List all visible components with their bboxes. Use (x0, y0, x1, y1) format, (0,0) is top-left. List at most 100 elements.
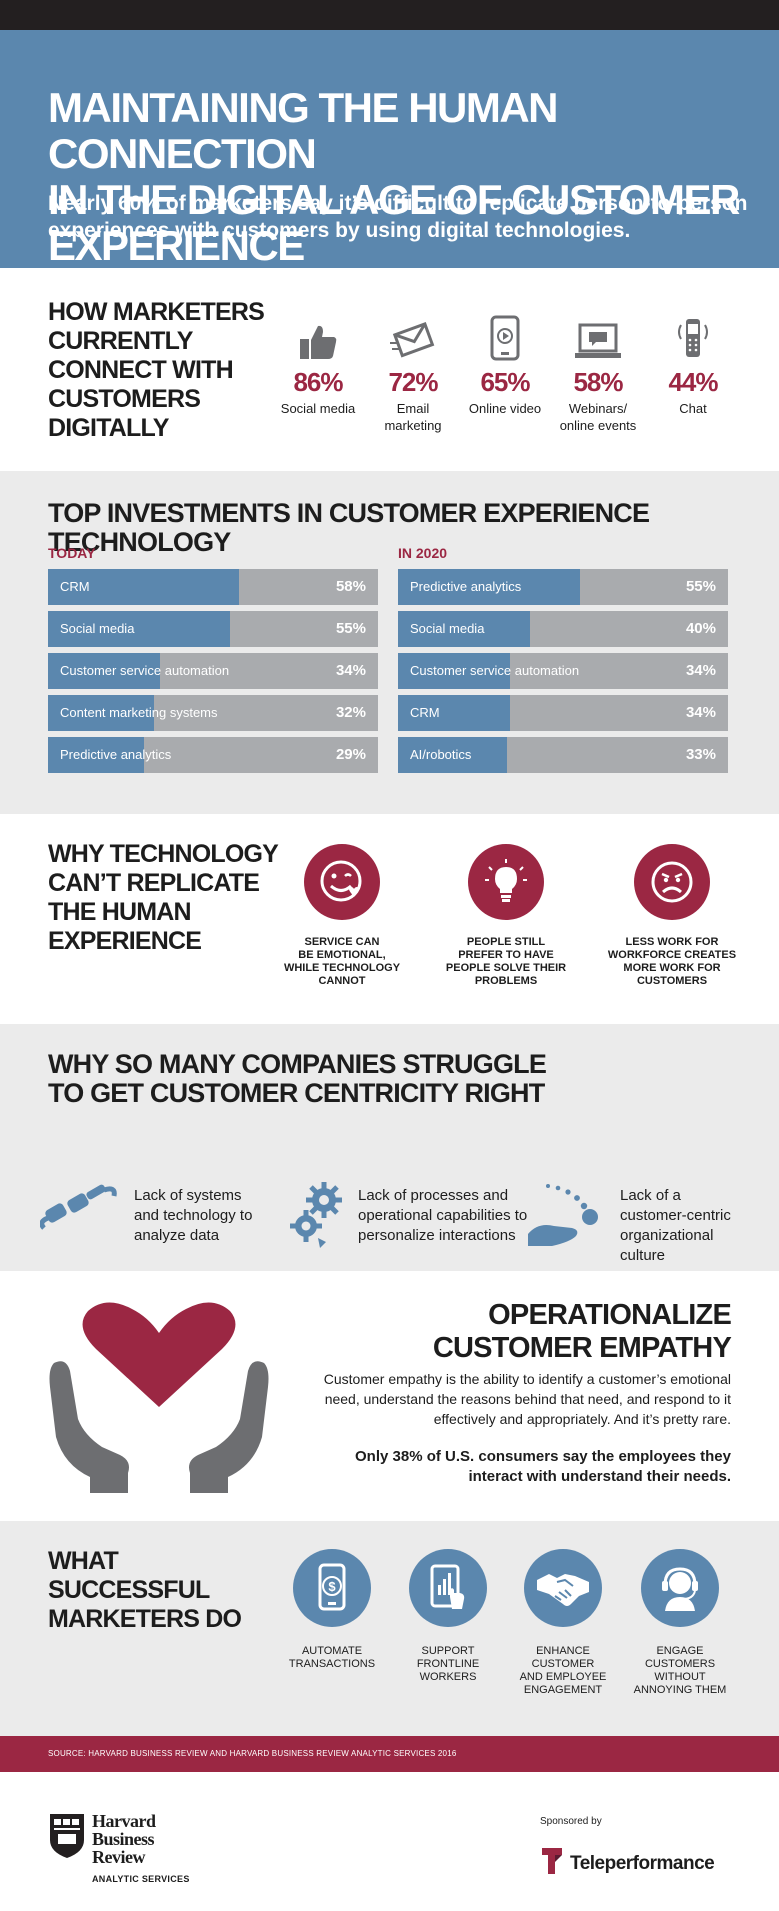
hbr-name-line: Harvard (92, 1811, 156, 1831)
investment-bar-label: CRM (410, 705, 440, 720)
action-line: SUPPORT (421, 1645, 475, 1657)
investment-bar-fill (48, 653, 161, 689)
investment-bar: Social media 40% (398, 611, 728, 647)
action-line: WITHOUT (654, 1671, 706, 1683)
investment-bar-value: 34% (685, 662, 716, 679)
channel-pct: 58% (573, 367, 623, 397)
investment-bar-label: Predictive analytics (410, 579, 522, 594)
struggle-section: WHY SO MANY COMPANIES STRUGGLE TO GET CU… (0, 1024, 779, 1271)
phone-chat-icon (643, 313, 743, 361)
success-heading: WHAT SUCCESSFUL MARKETERS DO (48, 1547, 242, 1633)
title-line-2: IN THE DIGITAL AGE OF CUSTOMER EXPERIENC… (48, 176, 740, 269)
investment-bar-value: 58% (335, 578, 366, 595)
reason-line: SERVICE CAN (304, 936, 380, 948)
investment-bar-fill (48, 569, 240, 605)
footer: Harvard Business Review ANALYTIC SERVICES … (0, 1772, 779, 1911)
investment-bar-fill (48, 611, 230, 647)
action-line: CUSTOMERS (644, 1658, 716, 1670)
title-line-1: MAINTAINING THE HUMAN CONNECTION (48, 84, 559, 177)
gears-icon (286, 1178, 350, 1259)
empathy-section: OPERATIONALIZE CUSTOMER EMPATHY Customer… (0, 1271, 779, 1521)
channel-label-line: marketing (384, 418, 442, 433)
thumbs-up-icon (268, 313, 368, 361)
page-subtitle: Nearly 60% of marketers say it’s difficu… (48, 192, 748, 242)
action-text: SUPPORT FRONTLINE WORKERS (388, 1645, 508, 1684)
channel-label-line: Online video (468, 401, 542, 416)
success-section: WHAT SUCCESSFUL MARKETERS DO $ AUTOMATE T… (0, 1521, 779, 1736)
handshake-icon (524, 1549, 602, 1627)
investment-bar-value: 34% (335, 662, 366, 679)
investment-bar: Predictive analytics 55% (398, 569, 728, 605)
investment-bar: CRM 34% (398, 695, 728, 731)
action-line: ENHANCE (536, 1645, 590, 1657)
reason-line: MORE WORK FOR (623, 962, 721, 974)
empathy-heading-line: CUSTOMER EMPATHY (432, 1332, 732, 1364)
channel-label: Social media (268, 400, 368, 417)
investment-bar-value: 55% (335, 620, 366, 637)
reason-line: LESS WORK FOR (625, 936, 719, 948)
connect-section: HOW MARKETERS CURRENTLY CONNECT WITH CUS… (0, 268, 779, 471)
investment-bar: Customer service automation 34% (398, 653, 728, 689)
investment-bar-value: 32% (335, 704, 366, 721)
struggle-line: Lack of systems (134, 1187, 242, 1204)
struggle-text: Lack of a customer-centric organizational c… (620, 1186, 770, 1266)
connect-heading: HOW MARKETERS CURRENTLY CONNECT WITH CUS… (48, 298, 265, 442)
action-line: ENGAGE (656, 1645, 704, 1657)
investment-bar-value: 40% (685, 620, 716, 637)
sponsor-name: Teleperformance (570, 1852, 715, 1874)
investment-bar: AI/robotics 33% (398, 737, 728, 773)
hbr-name-line: Review (92, 1847, 145, 1867)
why-technology-heading: WHY TECHNOLOGY CAN’T REPLICATE THE HUMAN… (48, 840, 278, 955)
struggle-text: Lack of systems and technology to analyze … (134, 1186, 334, 1246)
envelope-icon (363, 313, 463, 361)
action-line: ANNOYING THEM (633, 1684, 727, 1696)
investment-bar-fill (398, 695, 511, 731)
investment-bar-fill (398, 569, 580, 605)
action-line: AND EMPLOYEE (519, 1671, 607, 1683)
action-text: AUTOMATE TRANSACTIONS (272, 1645, 392, 1671)
source-text: SOURCE: HARVARD BUSINESS REVIEW AND HARV… (48, 1749, 457, 1758)
struggle-line: Lack of processes and (358, 1187, 509, 1204)
struggle-line: personalize interactions (358, 1227, 516, 1244)
struggle-line: analyze data (134, 1227, 220, 1244)
smiley-heart-icon (304, 844, 380, 920)
action-text: ENHANCE CUSTOMER AND EMPLOYEE ENGAGEMENT (503, 1645, 623, 1697)
investment-bar-label: AI/robotics (410, 747, 472, 762)
channel-pct: 65% (480, 367, 530, 397)
teleperformance-t-icon (540, 1846, 564, 1881)
channel-social-media: 86% Social media (268, 313, 368, 417)
reason-line: PROBLEMS (474, 975, 538, 987)
investments-section: TOP INVESTMENTS IN CUSTOMER EXPERIENCE T… (0, 471, 779, 814)
investment-bar-label: Social media (410, 621, 485, 636)
channel-chat: 44% Chat (643, 313, 743, 417)
investment-bar-value: 33% (685, 746, 716, 763)
channel-webinars: 58% Webinars/online events (548, 313, 648, 434)
lightbulb-icon (468, 844, 544, 920)
reason-workload: LESS WORK FOR WORKFORCE CREATES MORE WORK … (602, 844, 742, 988)
investment-bar-label: Content marketing systems (60, 705, 218, 720)
empathy-body: Customer empathy is the ability to ident… (323, 1371, 731, 1427)
struggle-line: organizational (620, 1227, 714, 1244)
reason-text: SERVICE CAN BE EMOTIONAL, WHILE TECHNOLOGY… (272, 936, 412, 988)
investment-bar-fill (48, 737, 144, 773)
action-support: SUPPORT FRONTLINE WORKERS (388, 1549, 508, 1684)
today-label: TODAY (48, 545, 96, 561)
channel-label: Online video (455, 400, 555, 417)
sponsored-by-label: Sponsored by (540, 1816, 602, 1827)
investment-bar: Content marketing systems 32% (48, 695, 378, 731)
reason-line: WHILE TECHNOLOGY (283, 962, 401, 974)
action-automate: $ AUTOMATE TRANSACTIONS (272, 1549, 392, 1671)
action-line: FRONTLINE (416, 1658, 480, 1670)
reason-line: PREFER TO HAVE (458, 949, 554, 961)
channel-label-line: online events (559, 418, 637, 433)
investment-bar-fill (48, 695, 154, 731)
hbr-shield-icon (48, 1812, 86, 1865)
investment-bar-label: Customer service automation (410, 663, 580, 678)
reason-line: CUSTOMERS (636, 975, 708, 987)
channel-pct: 86% (293, 367, 343, 397)
action-line: WORKERS (419, 1671, 477, 1683)
action-line: TRANSACTIONS (288, 1658, 376, 1670)
channel-pct: 72% (388, 367, 438, 397)
page-title: MAINTAINING THE HUMAN CONNECTION IN THE … (48, 85, 779, 269)
reason-line: BE EMOTIONAL, (298, 949, 386, 961)
